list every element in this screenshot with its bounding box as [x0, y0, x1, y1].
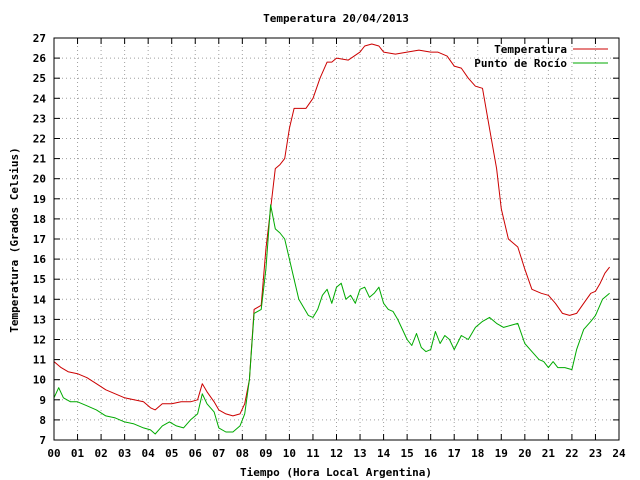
x-tick-label: 13: [353, 447, 366, 460]
y-tick-label: 24: [33, 92, 47, 105]
x-tick-label: 12: [330, 447, 343, 460]
x-tick-label: 01: [71, 447, 85, 460]
y-tick-label: 13: [33, 313, 46, 326]
y-tick-label: 19: [33, 193, 46, 206]
y-tick-label: 27: [33, 32, 46, 45]
x-tick-label: 14: [377, 447, 391, 460]
y-tick-label: 9: [39, 394, 46, 407]
x-tick-label: 17: [448, 447, 461, 460]
x-tick-label: 06: [189, 447, 203, 460]
y-tick-label: 23: [33, 112, 46, 125]
chart-title: Temperatura 20/04/2013: [263, 12, 409, 25]
y-tick-label: 8: [39, 414, 46, 427]
y-tick-label: 7: [39, 434, 46, 447]
x-tick-label: 00: [47, 447, 60, 460]
x-tick-label: 19: [495, 447, 508, 460]
legend-label: Temperatura: [494, 43, 567, 56]
series-lines: [53, 43, 610, 435]
x-tick-label: 24: [612, 447, 626, 460]
y-tick-label: 11: [33, 354, 47, 367]
x-tick-label: 10: [283, 447, 296, 460]
y-tick-label: 22: [33, 133, 46, 146]
x-tick-label: 05: [165, 447, 178, 460]
y-tick-label: 16: [33, 253, 47, 266]
x-tick-label: 08: [236, 447, 249, 460]
x-tick-label: 03: [118, 447, 131, 460]
y-tick-label: 10: [33, 374, 46, 387]
y-tick-label: 12: [33, 334, 46, 347]
x-tick-label: 23: [589, 447, 602, 460]
y-tick-label: 14: [33, 293, 47, 306]
x-tick-label: 09: [259, 447, 272, 460]
x-axis-label: Tiempo (Hora Local Argentina): [240, 466, 432, 479]
x-tick-label: 15: [401, 447, 414, 460]
y-axis-label: Temperatura (Grados Celsius): [8, 147, 21, 332]
x-tick-label: 20: [518, 447, 531, 460]
x-tick-label: 11: [306, 447, 320, 460]
x-tick-label: 04: [142, 447, 156, 460]
grid: [54, 38, 619, 440]
x-tick-label: 02: [94, 447, 107, 460]
y-tick-label: 18: [33, 213, 46, 226]
x-tick-label: 18: [471, 447, 484, 460]
y-tick-label: 21: [33, 153, 47, 166]
y-tick-label: 25: [33, 72, 46, 85]
y-tick-label: 17: [33, 233, 46, 246]
x-tick-label: 22: [565, 447, 578, 460]
punto-de-rocio-line: [53, 204, 610, 435]
axis-ticks: 00 01 02 03 04 05 06 07 08 09 10 11 12 13 14 15 16 17 18 19…: [33, 32, 626, 460]
x-tick-label: 07: [212, 447, 225, 460]
legend-label: Punto de Rocío: [474, 57, 567, 70]
x-tick-label: 16: [424, 447, 438, 460]
y-tick-label: 15: [33, 273, 46, 286]
temperatura-line: [53, 43, 610, 417]
x-tick-label: 21: [542, 447, 556, 460]
y-tick-label: 26: [33, 52, 47, 65]
y-tick-label: 20: [33, 173, 46, 186]
